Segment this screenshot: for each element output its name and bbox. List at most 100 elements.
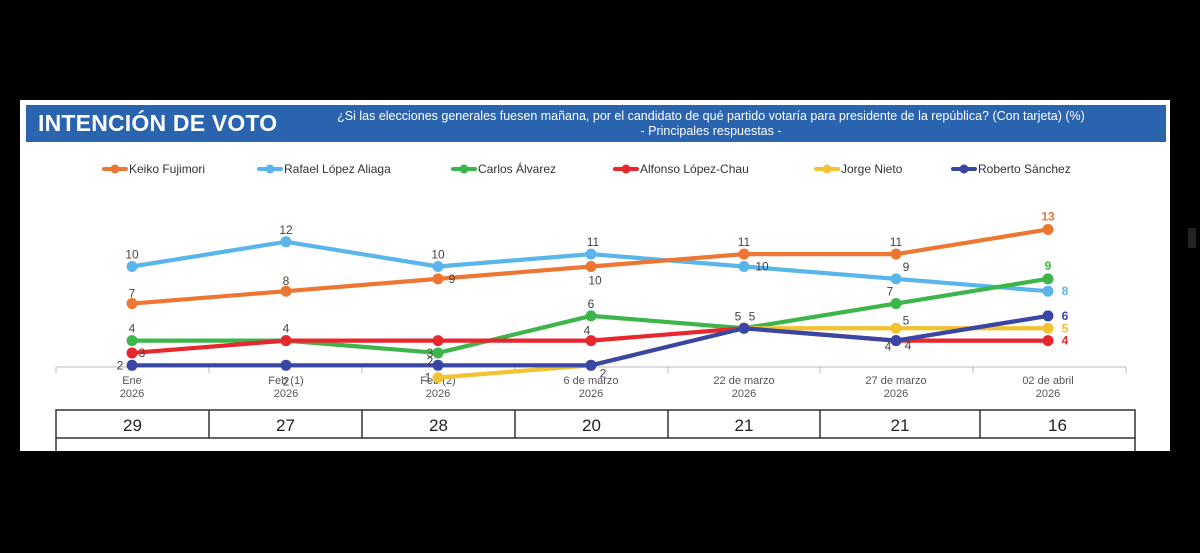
legend-item-keiko-fujimori: Keiko Fujimori xyxy=(102,162,205,176)
data-point xyxy=(1042,322,1054,334)
table-cell-3: 20 xyxy=(582,416,601,435)
x-tick-label-3: 6 de marzo xyxy=(563,375,618,387)
x-tick-year-3: 2026 xyxy=(579,388,603,400)
legend-label: Alfonso López-Chau xyxy=(640,162,749,176)
legend-label: Jorge Nieto xyxy=(841,162,903,176)
data-label-keiko-fujimori-1: 8 xyxy=(283,274,290,288)
data-point xyxy=(738,322,750,334)
question-line-1: ¿Si las elecciones generales fuesen maña… xyxy=(337,109,1085,123)
data-point xyxy=(126,335,138,347)
legend-marker xyxy=(265,164,275,174)
data-label-rafael-lopez-aliaga-2: 10 xyxy=(431,248,445,262)
table-frame xyxy=(55,409,1136,439)
data-label-roberto-sanchez-4: 5 xyxy=(749,309,756,323)
data-point xyxy=(585,359,597,371)
data-label-roberto-sanchez-3: 2 xyxy=(600,366,607,380)
data-point xyxy=(280,285,292,297)
bottom-table: 29 27 28 20 21 21 16 xyxy=(55,409,1136,451)
series-rafael-lopez-aliaga xyxy=(126,236,1054,297)
legend-item-jorge-nieto: Jorge Nieto xyxy=(814,162,903,176)
data-label-roberto-sanchez-1: 2 xyxy=(283,374,290,388)
legend-label: Roberto Sánchez xyxy=(978,162,1071,176)
legend-marker xyxy=(621,164,631,174)
data-point xyxy=(432,359,444,371)
legend-marker xyxy=(822,164,832,174)
data-label-alfonso-lopez-chau-0: 3 xyxy=(139,346,146,360)
x-tick-year-6: 2026 xyxy=(1036,388,1060,400)
data-point xyxy=(1042,273,1054,285)
data-label-keiko-fujimori-4: 11 xyxy=(738,235,751,249)
x-tick-year-4: 2026 xyxy=(732,388,756,400)
data-point xyxy=(890,248,902,260)
data-label-carlos-alvarez-4: 5 xyxy=(735,309,742,323)
data-label-roberto-sanchez-6: 6 xyxy=(1062,309,1069,323)
data-label-alfonso-lopez-chau-6: 4 xyxy=(1062,334,1069,348)
data-label-rafael-lopez-aliaga-1: 12 xyxy=(279,223,293,237)
data-label-keiko-fujimori-5: 11 xyxy=(890,235,903,249)
data-label-roberto-sanchez-5: 4 xyxy=(885,340,892,354)
data-point xyxy=(890,298,902,310)
data-label-rafael-lopez-aliaga-3: 11 xyxy=(587,235,600,249)
x-tick-year-0: 2026 xyxy=(120,388,144,400)
data-point xyxy=(126,298,138,310)
data-point xyxy=(280,359,292,371)
data-point xyxy=(1042,310,1054,322)
data-point xyxy=(432,335,444,347)
data-point xyxy=(432,261,444,272)
data-label-rafael-lopez-aliaga-5: 9 xyxy=(903,260,910,274)
question-line-2: - Principales respuestas - xyxy=(640,124,782,138)
data-label-rafael-lopez-aliaga-4: 10 xyxy=(755,260,769,274)
data-label-carlos-alvarez-1: 4 xyxy=(283,322,290,336)
legend-item-alfonso-lopez-chau: Alfonso López-Chau xyxy=(613,162,749,176)
data-point xyxy=(126,359,138,371)
data-point xyxy=(280,236,292,248)
data-label-keiko-fujimori-6: 13 xyxy=(1041,209,1055,223)
x-tick-year-5: 2026 xyxy=(884,388,908,400)
table-cell-0: 29 xyxy=(123,416,142,435)
data-point xyxy=(738,248,750,260)
legend-marker xyxy=(959,164,969,174)
legend-marker xyxy=(459,164,469,174)
legend-label: Carlos Álvarez xyxy=(478,161,556,176)
data-label-alfonso-lopez-chau-3: 4 xyxy=(584,324,591,338)
data-point xyxy=(432,372,444,384)
data-point xyxy=(1042,223,1054,235)
data-point xyxy=(585,248,597,260)
right-edge xyxy=(1185,100,1200,451)
data-point xyxy=(126,347,138,359)
data-point xyxy=(126,261,138,272)
data-label-jorge-nieto-5: 5 xyxy=(903,313,910,327)
data-label-carlos-alvarez-6: 9 xyxy=(1045,259,1052,273)
chart-header: INTENCIÓN DE VOTO ¿Si las elecciones gen… xyxy=(26,105,1166,142)
data-point xyxy=(585,310,597,322)
data-label-roberto-sanchez-0: 2 xyxy=(117,358,124,372)
series-line xyxy=(435,326,1051,380)
survey-question: ¿Si las elecciones generales fuesen maña… xyxy=(311,109,1111,139)
data-label-carlos-alvarez-3: 6 xyxy=(588,297,595,311)
data-point xyxy=(1042,335,1054,347)
table-cell-1: 27 xyxy=(276,416,295,435)
legend-label: Rafael López Aliaga xyxy=(284,162,391,176)
data-label-roberto-sanchez-2: 2 xyxy=(427,354,434,368)
table-cell-4: 21 xyxy=(735,416,754,435)
chart-panel xyxy=(20,100,1170,451)
series-keiko-fujimori xyxy=(126,223,1054,310)
data-label-jorge-nieto-2: 1 xyxy=(425,371,432,385)
x-tick-label-4: 22 de marzo xyxy=(713,375,774,387)
scrollbar-thumb[interactable] xyxy=(1188,228,1196,248)
table-cell-5: 21 xyxy=(891,416,910,435)
table-cell-2: 28 xyxy=(429,416,448,435)
data-point xyxy=(1042,285,1054,297)
data-label-keiko-fujimori-3: 10 xyxy=(588,274,602,288)
x-tick-label-1: Feb (1) xyxy=(268,375,303,387)
chart-legend: Keiko Fujimori Rafael López Aliaga Carlos … xyxy=(102,161,1071,176)
data-label-keiko-fujimori-2: 9 xyxy=(449,272,456,286)
data-label-carlos-alvarez-0: 4 xyxy=(129,322,136,336)
data-point xyxy=(585,335,597,347)
x-tick-label-0: Ene xyxy=(122,375,142,387)
data-point xyxy=(890,335,902,347)
x-tick-year-2: 2026 xyxy=(426,388,450,400)
legend-label: Keiko Fujimori xyxy=(129,162,205,176)
